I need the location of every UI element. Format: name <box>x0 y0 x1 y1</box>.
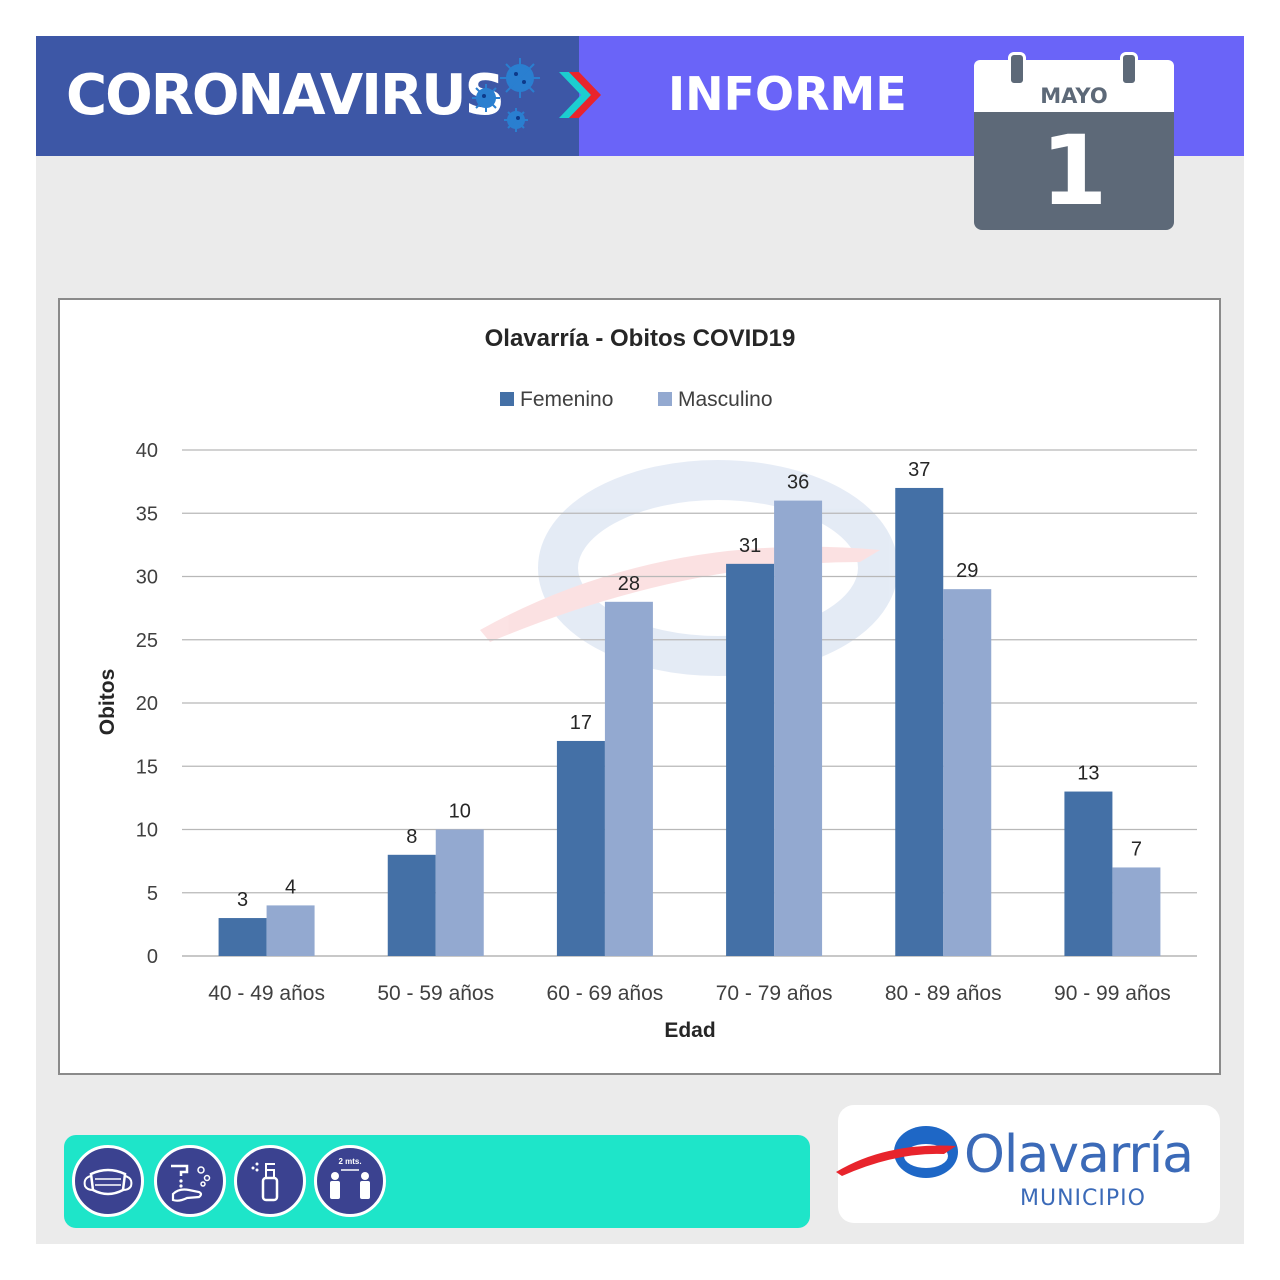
x-axis-label: Edad <box>664 1019 715 1042</box>
distance-label: 2 mts. <box>338 1157 361 1166</box>
data-label: 17 <box>570 712 592 734</box>
bar-femenino <box>895 487 944 956</box>
y-axis-label: Obitos <box>96 669 119 736</box>
y-tick-label: 20 <box>136 693 158 715</box>
data-label: 3 <box>237 889 248 911</box>
y-tick-label: 15 <box>136 756 158 778</box>
y-tick-label: 30 <box>136 567 158 589</box>
data-label: 31 <box>739 535 761 557</box>
bar-masculino <box>774 500 823 956</box>
social-distance-icon: 2 mts. <box>314 1145 386 1217</box>
report-title: INFORME <box>668 67 907 121</box>
bar-femenino <box>726 563 775 956</box>
y-tick-label: 5 <box>147 883 158 905</box>
chart-panel: Olavarría - Obitos COVID19 Femenino Mascu… <box>58 298 1221 1075</box>
data-label: 8 <box>406 826 417 848</box>
chart-legend: Femenino Masculino <box>500 388 773 411</box>
x-tick-label: 70 - 79 años <box>716 982 833 1005</box>
legend-label: Masculino <box>678 388 773 411</box>
face-mask-icon <box>72 1145 144 1217</box>
bar-masculino <box>266 905 315 956</box>
prevention-tips-bar: 2 mts. <box>64 1135 810 1228</box>
y-tick-label: 0 <box>147 946 158 968</box>
calendar-month: MAYO <box>1040 84 1108 108</box>
calendar-header <box>974 60 1174 112</box>
data-label: 28 <box>618 573 640 595</box>
y-tick-label: 25 <box>136 630 158 652</box>
logo-subtitle: MUNICIPIO <box>1020 1186 1146 1211</box>
chart-title: Olavarría - Obitos COVID19 <box>485 325 796 352</box>
chart-gridlines <box>182 449 1197 957</box>
calendar-day: 1 <box>1040 115 1108 227</box>
calendar-date: MAYO 1 <box>974 52 1174 230</box>
bar-masculino <box>943 589 992 956</box>
bar-masculino <box>604 601 653 956</box>
data-label: 13 <box>1077 763 1099 785</box>
calendar-ring-icon <box>1120 52 1138 86</box>
bar-femenino <box>1064 791 1113 956</box>
x-tick-label: 50 - 59 años <box>377 982 494 1005</box>
bar-masculino <box>1112 867 1161 956</box>
x-tick-label: 80 - 89 años <box>885 982 1002 1005</box>
chart-bars <box>218 487 1161 956</box>
watermark-logo <box>480 460 898 676</box>
bar-masculino <box>435 829 484 956</box>
bar-femenino <box>556 740 605 956</box>
x-tick-label: 90 - 99 años <box>1054 982 1171 1005</box>
legend-label: Femenino <box>520 388 613 411</box>
x-tick-label: 60 - 69 años <box>547 982 664 1005</box>
logo-name: Olavarría <box>964 1125 1194 1185</box>
brand-title: CORONAVIRUS <box>66 63 505 128</box>
y-tick-label: 40 <box>136 440 158 462</box>
chevron-right-icon <box>559 72 601 118</box>
data-label: 7 <box>1131 838 1142 860</box>
virus-icon <box>472 58 540 132</box>
sanitizer-spray-icon <box>234 1145 306 1217</box>
y-tick-label: 10 <box>136 820 158 842</box>
bar-chart: Olavarría - Obitos COVID19 Femenino Mascu… <box>96 325 1197 1042</box>
bar-femenino <box>387 854 436 956</box>
data-labels: 3 4 8 10 17 28 31 36 37 29 13 7 <box>237 459 1142 911</box>
data-label: 10 <box>449 801 471 823</box>
calendar-body <box>974 112 1174 230</box>
legend-swatch-masculino <box>658 392 672 406</box>
data-label: 37 <box>908 459 930 481</box>
data-label: 4 <box>285 876 296 898</box>
calendar-ring-icon <box>1008 52 1026 86</box>
bar-femenino <box>218 918 267 956</box>
legend-swatch-femenino <box>500 392 514 406</box>
data-label: 29 <box>956 560 978 582</box>
olavarria-logo-icon <box>836 1126 958 1178</box>
y-axis-ticks: 0 5 10 15 20 25 30 35 40 <box>136 440 158 968</box>
y-tick-label: 35 <box>136 503 158 525</box>
x-tick-label: 40 - 49 años <box>208 982 325 1005</box>
data-label: 36 <box>787 472 809 494</box>
x-axis-ticks: 40 - 49 años 50 - 59 años 60 - 69 años 70 -… <box>208 982 1171 1005</box>
hand-washing-icon <box>154 1145 226 1217</box>
